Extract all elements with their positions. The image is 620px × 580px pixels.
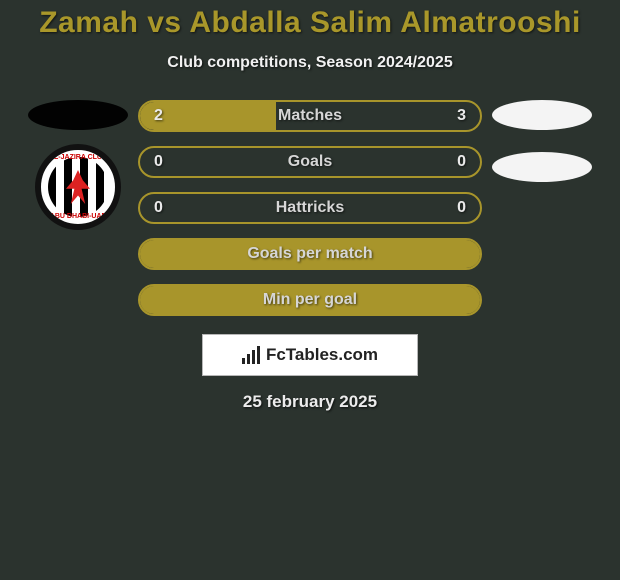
stat-right-value: 3	[457, 107, 466, 125]
stats-column: 2 Matches 3 0 Goals 0 0 Hattricks 0 Goal…	[138, 100, 482, 316]
stat-row-goals: 0 Goals 0	[138, 146, 482, 178]
player1-flag-icon	[28, 100, 128, 130]
player2-club-pill-icon	[492, 152, 592, 182]
club-logo-stripes-icon	[48, 157, 108, 217]
stat-label: Matches	[140, 107, 480, 125]
page-subtitle: Club competitions, Season 2024/2025	[167, 54, 452, 72]
stat-row-matches: 2 Matches 3	[138, 100, 482, 132]
stat-label: Hattricks	[140, 199, 480, 217]
stat-row-gpm: Goals per match	[138, 238, 482, 270]
brand-link[interactable]: FcTables.com	[202, 334, 418, 376]
stat-label: Min per goal	[140, 291, 480, 309]
stat-row-hattricks: 0 Hattricks 0	[138, 192, 482, 224]
club-logo-kicker-icon	[66, 170, 90, 204]
left-side: AL-JAZIRA CLUB ABU DHABI-UAE	[18, 100, 138, 230]
stat-label: Goals	[140, 153, 480, 171]
brand-text: FcTables.com	[266, 345, 378, 365]
right-side	[482, 100, 602, 182]
club-logo-bottom-text: ABU DHABI-UAE	[41, 213, 115, 220]
main-row: AL-JAZIRA CLUB ABU DHABI-UAE 2 Matches 3…	[0, 100, 620, 316]
player2-flag-icon	[492, 100, 592, 130]
footer-date: 25 february 2025	[243, 392, 377, 412]
page-title: Zamah vs Abdalla Salim Almatrooshi	[39, 6, 581, 40]
stat-right-value: 0	[457, 199, 466, 217]
stat-right-value: 0	[457, 153, 466, 171]
player1-club-logo: AL-JAZIRA CLUB ABU DHABI-UAE	[35, 144, 121, 230]
infographic-root: Zamah vs Abdalla Salim Almatrooshi Club …	[0, 0, 620, 580]
bar-chart-icon	[242, 346, 260, 364]
club-logo-top-text: AL-JAZIRA CLUB	[41, 154, 115, 161]
stat-row-mpg: Min per goal	[138, 284, 482, 316]
stat-label: Goals per match	[140, 245, 480, 263]
